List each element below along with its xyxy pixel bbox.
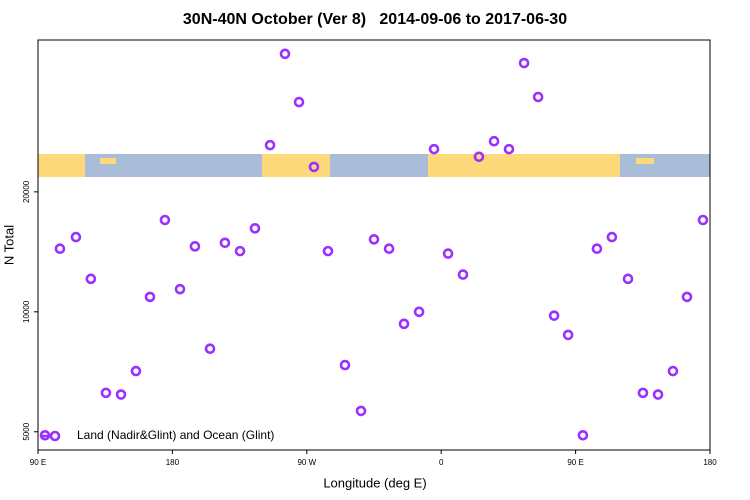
y-tick-label: 20000 xyxy=(22,180,31,203)
data-point xyxy=(532,91,544,103)
data-point xyxy=(383,243,395,255)
data-point xyxy=(368,234,380,245)
data-point xyxy=(204,343,216,355)
data-point xyxy=(264,139,276,151)
data-point xyxy=(174,283,186,295)
data-point xyxy=(189,241,201,252)
legend-marker xyxy=(49,430,61,442)
data-point xyxy=(219,237,231,249)
data-point xyxy=(637,387,649,399)
data-point xyxy=(54,243,66,255)
data-point xyxy=(234,245,246,257)
x-tick-label: 0 xyxy=(439,458,444,467)
data-point xyxy=(130,365,142,377)
data-point xyxy=(681,291,693,303)
data-point xyxy=(667,365,679,377)
data-point xyxy=(355,405,367,417)
data-point xyxy=(398,318,410,330)
y-tick-label: 5000 xyxy=(22,422,31,440)
data-point xyxy=(115,389,127,400)
x-tick-label: 90 E xyxy=(567,458,583,467)
x-axis-title: Longitude (deg E) xyxy=(323,475,426,490)
data-point xyxy=(577,429,589,441)
data-point xyxy=(442,248,454,259)
data-point xyxy=(503,143,515,155)
data-point xyxy=(428,143,440,155)
data-point xyxy=(159,214,171,226)
data-point xyxy=(70,231,82,243)
chart-title: 30N-40N October (Ver 8) 2014-09-06 to 20… xyxy=(183,11,567,28)
data-point xyxy=(100,387,112,399)
data-point xyxy=(308,161,320,173)
data-point xyxy=(249,223,261,234)
x-tick-label: 180 xyxy=(166,458,180,467)
data-point xyxy=(293,96,305,108)
data-point xyxy=(652,389,664,400)
data-point xyxy=(622,273,634,285)
data-point xyxy=(562,329,574,341)
data-point xyxy=(279,48,291,60)
data-point xyxy=(144,291,156,303)
data-point xyxy=(488,135,500,147)
data-point xyxy=(322,245,334,257)
world-map-strip xyxy=(38,154,710,177)
data-point xyxy=(473,151,485,163)
plot-frame xyxy=(37,39,711,451)
x-tick-label: 90 E xyxy=(30,458,46,467)
legend-label: Land (Nadir&Glint) and Ocean (Glint) xyxy=(77,428,274,442)
x-tick-label: 90 W xyxy=(297,458,316,467)
x-tick-label: 180 xyxy=(703,458,717,467)
y-axis-title: N Total xyxy=(1,225,16,265)
data-point xyxy=(339,359,351,371)
data-point xyxy=(697,214,709,226)
data-point xyxy=(85,273,97,285)
data-point xyxy=(548,310,560,321)
data-point xyxy=(606,231,618,243)
data-point xyxy=(591,243,603,255)
data-point xyxy=(413,306,425,318)
y-tick-label: 10000 xyxy=(22,300,31,323)
data-point xyxy=(457,269,469,280)
data-point xyxy=(518,57,530,69)
